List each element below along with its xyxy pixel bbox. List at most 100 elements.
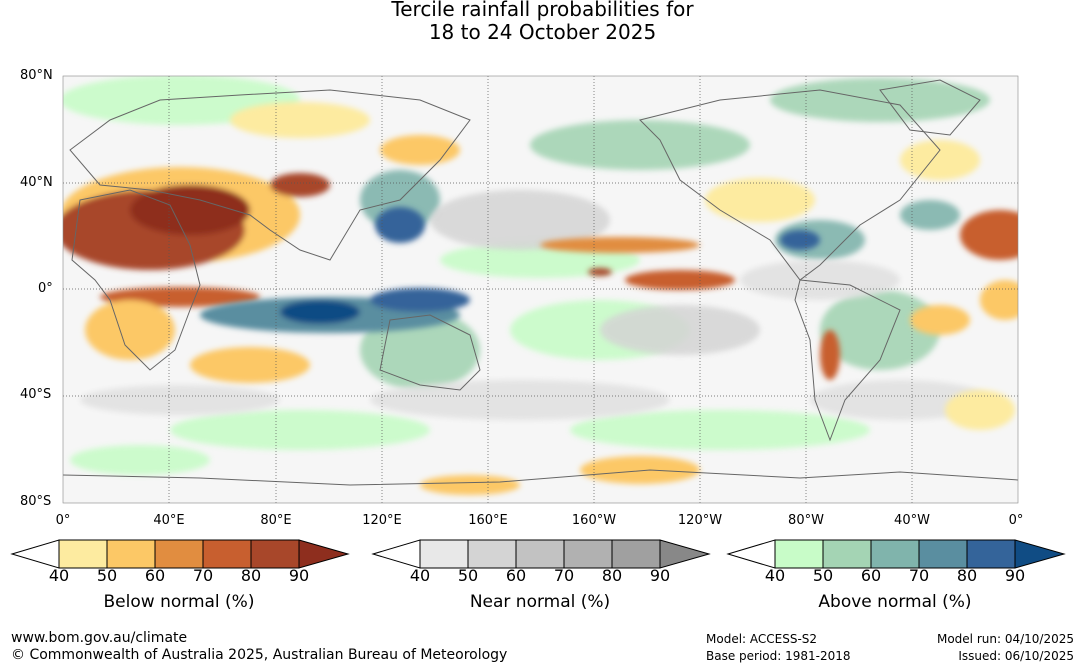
- colorbar-cell: [419, 539, 469, 569]
- above-normal-region: [530, 120, 750, 170]
- colorbar-tick: 70: [553, 566, 575, 585]
- map-title-line-2: 18 to 24 October 2025: [428, 20, 657, 44]
- colorbar-cell: [563, 539, 613, 569]
- colorbar-tick: 50: [812, 566, 834, 585]
- above-normal-region: [370, 288, 470, 312]
- probability-field: [63, 76, 1018, 495]
- map-title-line-1: Tercile rainfall probabilities for: [391, 0, 694, 21]
- colorbar-cell: [774, 539, 824, 569]
- lat-label: 80°S: [20, 494, 52, 509]
- colorbar-near-normal: [371, 539, 711, 569]
- above-normal-region: [570, 410, 870, 450]
- colorbar-tick: 40: [409, 566, 431, 585]
- colorbar-tick: 50: [457, 566, 479, 585]
- above-normal-region: [780, 230, 820, 250]
- lon-label: 120°E: [362, 513, 402, 528]
- below-normal-region: [130, 185, 250, 235]
- footer-copyright: © Commonwealth of Australia 2025, Austra…: [11, 647, 508, 663]
- above-normal-region: [375, 207, 425, 243]
- lat-label: 80°N: [20, 68, 53, 83]
- lon-label: 80°E: [260, 513, 292, 528]
- lon-label: 0°: [1008, 513, 1024, 528]
- colorbar-tick: 50: [96, 566, 118, 585]
- colorbar-above-normal: [726, 539, 1066, 569]
- africa-outline: [71, 189, 201, 371]
- below-normal-region: [820, 330, 840, 380]
- near-normal-region: [430, 190, 610, 250]
- lat-label: 40°N: [20, 175, 53, 190]
- colorbar-tick: 80: [956, 566, 978, 585]
- lon-label: 0°: [55, 513, 71, 528]
- north-america-outline: [639, 89, 941, 281]
- below-normal-region: [625, 270, 735, 290]
- colorbar-cell: [515, 539, 565, 569]
- lon-label: 120°W: [677, 513, 723, 528]
- below-normal-region: [230, 102, 370, 138]
- colorbar-min-arrow: [726, 539, 776, 569]
- footer-issued: Issued: 06/10/2025: [958, 649, 1074, 663]
- above-normal-region: [820, 290, 940, 370]
- colorbar-max-arrow: [298, 539, 350, 569]
- lon-label: 160°W: [571, 513, 617, 528]
- below-normal-region: [540, 237, 700, 253]
- below-normal-region: [190, 347, 310, 383]
- below-normal-region: [85, 300, 175, 360]
- australia-outline: [379, 314, 481, 391]
- lon-label: 40°E: [153, 513, 185, 528]
- below-normal-region: [270, 173, 330, 197]
- near-normal-region: [80, 385, 280, 415]
- lon-label: 160°E: [468, 513, 508, 528]
- colorbar-tick: 90: [1004, 566, 1026, 585]
- colorbar-tick: 40: [764, 566, 786, 585]
- below-normal-region: [945, 390, 1015, 430]
- colorbar-max-arrow: [659, 539, 711, 569]
- near-normal-region: [740, 260, 900, 300]
- lat-label: 0°: [38, 281, 53, 296]
- above-normal-region: [70, 445, 210, 475]
- near-normal-region: [600, 305, 760, 355]
- colorbar-tick: 80: [240, 566, 262, 585]
- colorbar-cell: [611, 539, 661, 569]
- colorbar-tick: 60: [144, 566, 166, 585]
- colorbar-tick: 90: [649, 566, 671, 585]
- colorbar-cell: [154, 539, 204, 569]
- colorbar-title-above-normal: Above normal (%): [818, 592, 972, 612]
- below-normal-region: [588, 268, 612, 276]
- below-normal-region: [980, 280, 1018, 320]
- colorbar-title-below-normal: Below normal (%): [103, 592, 255, 612]
- above-normal-region: [770, 78, 990, 122]
- colorbar-cell: [822, 539, 872, 569]
- greenland-outline: [879, 79, 981, 136]
- colorbar-cell: [106, 539, 156, 569]
- colorbar-tick: 60: [860, 566, 882, 585]
- colorbar-min-arrow: [371, 539, 421, 569]
- lon-label: 40°W: [894, 513, 930, 528]
- colorbar-tick: 80: [601, 566, 623, 585]
- colorbar-min-arrow: [10, 539, 60, 569]
- colorbar-title-near-normal: Near normal (%): [469, 592, 611, 612]
- footer-website-link[interactable]: www.bom.gov.au/climate: [11, 630, 188, 646]
- colorbar-tick: 40: [48, 566, 70, 585]
- above-normal-region: [170, 410, 430, 450]
- below-normal-region: [420, 475, 520, 495]
- footer-base-period: Base period: 1981-2018: [706, 649, 851, 663]
- map-frame: [62, 75, 1019, 504]
- coastlines: [63, 79, 1018, 486]
- below-normal-region: [380, 135, 460, 165]
- colorbar-tick: 70: [192, 566, 214, 585]
- below-normal-region: [960, 210, 1018, 260]
- colorbar-cell: [250, 539, 300, 569]
- colorbar-cell: [467, 539, 517, 569]
- near-normal-region: [370, 380, 670, 420]
- footer-model: Model: ACCESS-S2: [706, 632, 818, 646]
- colorbar-cell: [58, 539, 108, 569]
- above-normal-region: [900, 200, 960, 230]
- below-normal-region: [910, 305, 970, 335]
- below-normal-region: [580, 456, 700, 484]
- below-normal-region: [900, 140, 980, 180]
- colorbar-cell: [918, 539, 968, 569]
- colorbar-cell: [966, 539, 1016, 569]
- antarctica-outline: [63, 469, 1018, 486]
- colorbar-tick: 90: [288, 566, 310, 585]
